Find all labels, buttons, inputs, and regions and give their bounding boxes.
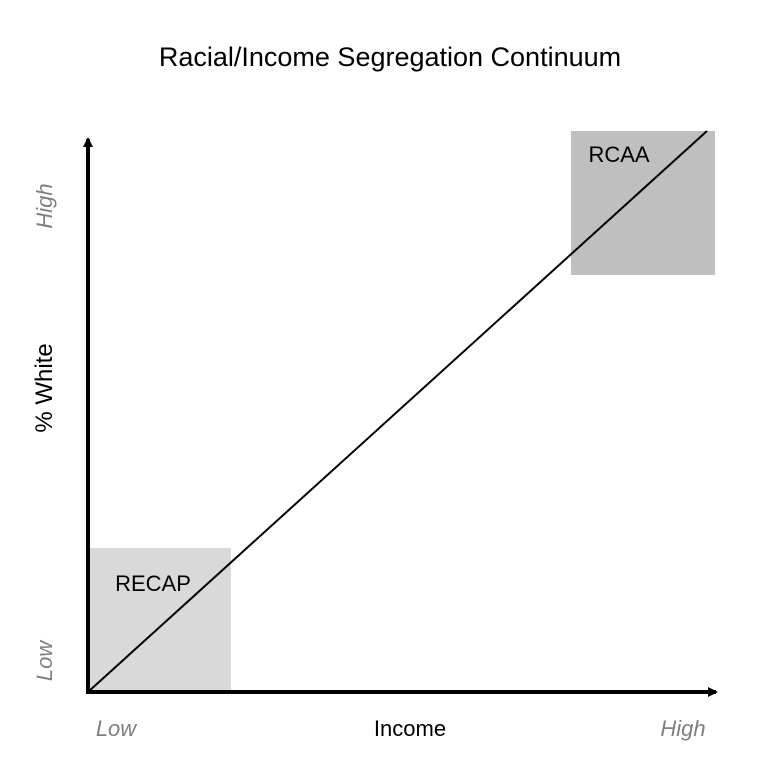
x-axis-high-label: High xyxy=(660,716,705,741)
rcaa-label: RCAA xyxy=(588,142,649,167)
y-axis-high-label: High xyxy=(32,183,57,228)
x-axis-label: Income xyxy=(374,716,446,741)
recap-region xyxy=(88,548,231,692)
rcaa-region xyxy=(571,131,715,275)
x-axis-low-label: Low xyxy=(96,716,138,741)
recap-label: RECAP xyxy=(115,571,191,596)
y-axis-label: % White xyxy=(31,343,58,432)
diagram-title: Racial/Income Segregation Continuum xyxy=(159,42,621,72)
continuum-line xyxy=(87,130,708,693)
y-axis-low-label: Low xyxy=(32,639,57,681)
